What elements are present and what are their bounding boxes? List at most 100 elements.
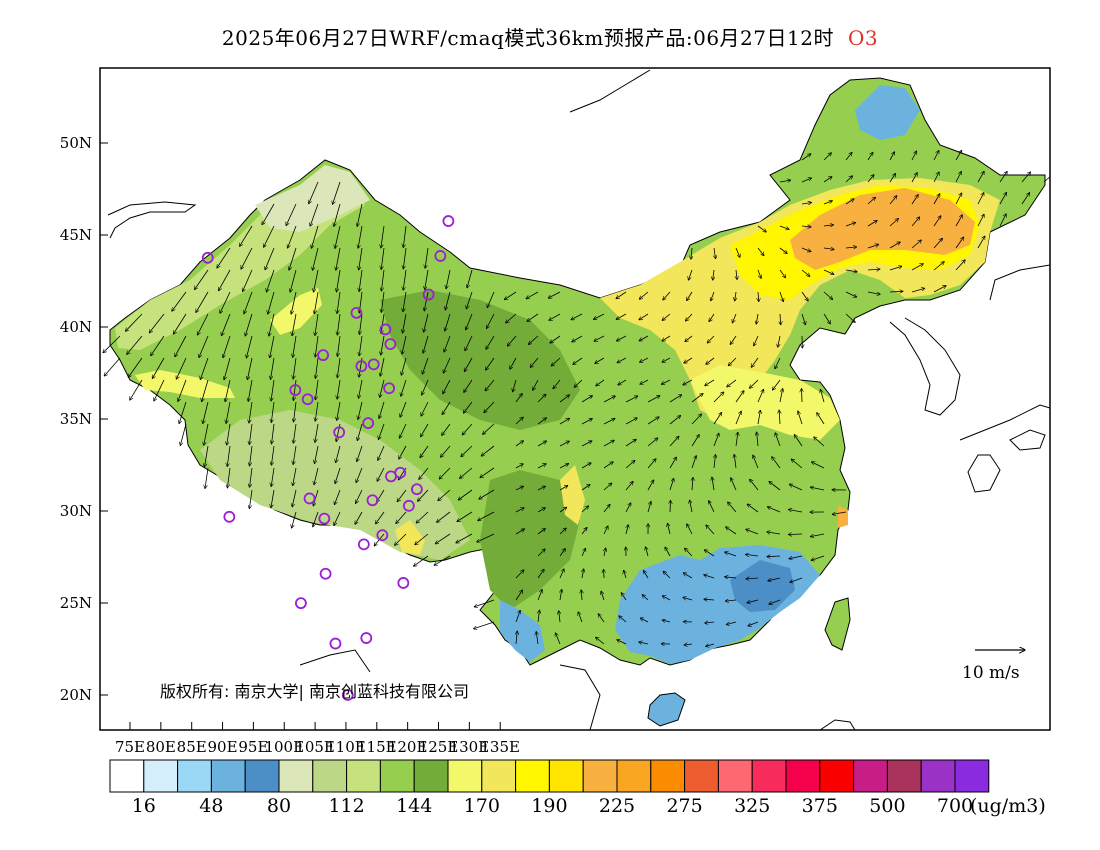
wind-arrow — [669, 436, 679, 447]
wind-arrow — [779, 247, 787, 254]
wind-arrow — [1021, 172, 1031, 183]
legend-value-label: 170 — [464, 795, 500, 817]
wind-arrow — [203, 401, 209, 424]
wind-arrow — [789, 555, 803, 559]
wind-arrow — [647, 417, 659, 425]
field-zone-170-west — [135, 370, 235, 398]
wind-arrow — [269, 313, 275, 336]
wind-arrow — [313, 247, 319, 270]
station-marker — [303, 492, 316, 505]
wind-arrow — [705, 622, 715, 623]
wind-arrow — [661, 379, 671, 384]
wind-arrow — [639, 313, 649, 320]
wind-arrow — [867, 291, 880, 294]
wind-arrow — [420, 445, 429, 458]
wind-arrow — [443, 357, 451, 373]
wind-arrow — [713, 269, 714, 280]
wind-arrow — [515, 417, 523, 425]
x-tick-label: 90E — [208, 738, 238, 756]
wind-arrow — [337, 269, 341, 292]
wind-arrow — [1021, 193, 1030, 205]
wind-arrow — [378, 423, 385, 440]
wind-arrow — [977, 236, 985, 249]
wind-arrow — [639, 335, 649, 341]
wind-arrow — [691, 435, 699, 447]
x-tick-label: 115E — [357, 738, 397, 756]
wind-arrow — [292, 511, 297, 528]
wind-arrow — [684, 644, 693, 645]
wind-arrow — [911, 264, 923, 271]
wind-arrow — [683, 597, 693, 601]
wind-arrow — [779, 180, 791, 182]
wind-arrow — [128, 357, 143, 377]
wind-arrow — [396, 511, 407, 524]
wind-arrow — [625, 482, 633, 491]
wind-arrow — [691, 247, 692, 259]
wind-arrow — [377, 467, 385, 481]
wind-arrow — [706, 644, 715, 646]
copyright-text: 版权所有: 南京大学| 南京创蓝科技有限公司 — [160, 682, 469, 701]
wind-arrow — [746, 554, 759, 556]
wind-arrow — [709, 501, 715, 513]
wind-arrow — [725, 552, 737, 557]
wind-arrow — [293, 335, 297, 357]
wind-arrow — [356, 467, 363, 483]
wind-arrow — [779, 291, 783, 302]
wind-arrow — [640, 357, 649, 362]
station-marker — [329, 637, 342, 650]
wind-arrow — [845, 176, 853, 183]
wind-arrow — [176, 357, 187, 379]
wind-arrow — [227, 423, 231, 445]
wind-arrow — [559, 528, 566, 535]
legend-swatch — [210, 759, 246, 793]
wind-arrow — [713, 412, 722, 425]
wind-arrow — [314, 291, 319, 314]
wind-arrow — [911, 195, 918, 205]
wind-arrow — [403, 269, 407, 290]
wind-arrow — [271, 467, 275, 487]
wind-arrow — [250, 467, 253, 487]
wind-arrow — [999, 214, 1006, 227]
wind-arrow — [619, 616, 627, 623]
station-marker — [442, 215, 455, 227]
wind-arrow — [533, 379, 539, 390]
wind-arrow — [463, 401, 473, 413]
field-zone-low-yunnan — [500, 600, 545, 662]
wind-arrow — [669, 416, 681, 425]
wind-arrow — [333, 181, 341, 204]
wind-arrow — [798, 411, 803, 425]
wind-arrow — [746, 529, 759, 535]
wind-arrow — [823, 248, 834, 249]
legend-value-label: 48 — [199, 795, 223, 817]
wind-arrow — [617, 357, 627, 363]
wind-arrow — [315, 379, 319, 400]
wind-arrow — [640, 379, 649, 384]
wind-arrow — [359, 269, 363, 292]
legend-value-label: 144 — [396, 795, 432, 817]
wind-arrow — [814, 437, 825, 447]
wind-arrow — [446, 269, 451, 289]
wind-arrow — [977, 171, 984, 183]
wind-arrow — [403, 291, 407, 312]
wind-arrow — [336, 445, 341, 463]
wind-arrow — [616, 291, 627, 299]
wind-arrow — [309, 181, 319, 204]
wind-arrow — [103, 335, 121, 353]
wind-arrow — [810, 533, 825, 537]
wind-arrow — [379, 401, 385, 419]
wind-arrow — [507, 335, 517, 346]
wind-arrow — [424, 313, 429, 332]
wind-arrow — [423, 335, 429, 353]
wind-arrow — [713, 433, 719, 447]
wind-arrow — [706, 525, 715, 535]
wind-arrow — [173, 313, 187, 334]
field-zone-112b — [255, 165, 370, 232]
legend-swatch — [515, 759, 550, 793]
wind-arrow — [751, 357, 759, 367]
wind-arrow — [692, 477, 693, 491]
station-marker — [402, 499, 415, 512]
wind-arrow — [526, 291, 539, 299]
wind-arrow — [221, 313, 231, 336]
title-text: 2025年06月27日WRF/cmaq模式36km预报产品:06月27日12时 — [221, 26, 834, 50]
wind-arrow — [845, 152, 852, 161]
